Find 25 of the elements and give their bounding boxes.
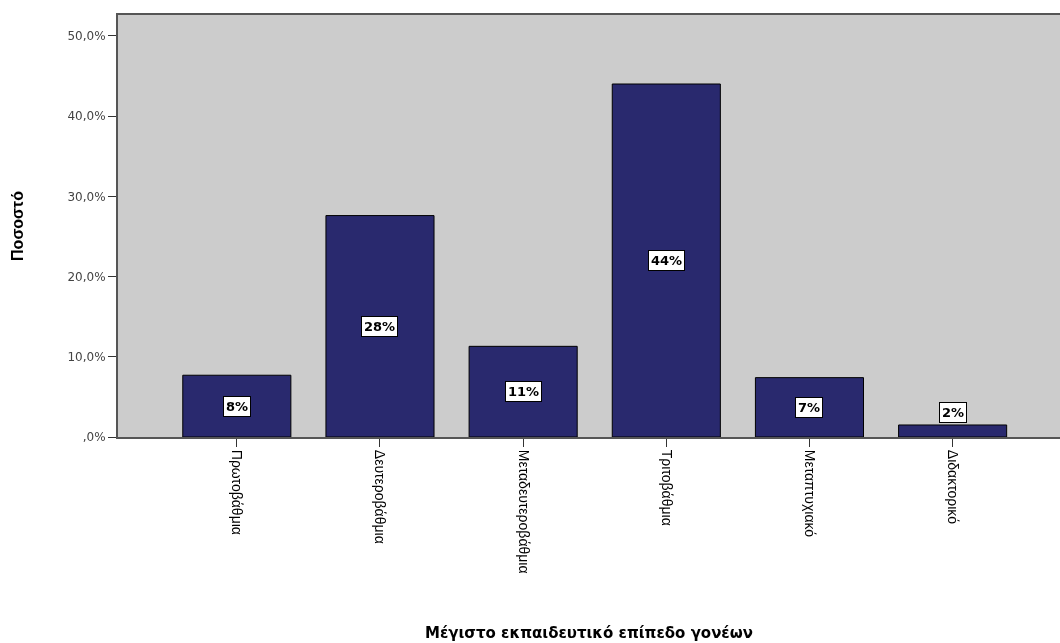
x-tick-label: Διδακτορικό (945, 449, 962, 525)
y-tick-label: 30,0% (67, 189, 106, 204)
x-tick-label: Δευτεροβάθμια (372, 449, 389, 544)
bar (182, 374, 292, 437)
data-label: 2% (942, 405, 965, 420)
y-tick-label: 20,0% (67, 269, 106, 284)
bar (611, 83, 721, 437)
y-tick-label: 40,0% (67, 109, 106, 124)
data-label: 11% (508, 384, 540, 399)
x-tick-label: Τριτοβάθμια (658, 449, 675, 526)
data-label: 28% (364, 319, 396, 334)
data-label: 44% (651, 253, 683, 268)
bar (325, 215, 435, 437)
data-label: 7% (798, 400, 821, 415)
data-label: 8% (226, 399, 249, 414)
x-axis-title: Μέγιστο εκπαιδευτικό επίπεδο γονέων (425, 624, 753, 643)
bar (468, 345, 578, 437)
y-tick-label: ,0% (82, 430, 106, 445)
x-tick-label: Μεταδευτεροβάθμια (515, 449, 532, 574)
y-axis-title: Ποσοστό (8, 190, 26, 261)
y-tick-label: 10,0% (67, 349, 106, 364)
x-tick-label: Μεταπτυχιακό (801, 449, 818, 538)
x-tick-label: Πρωτοβάθμια (229, 449, 246, 535)
bar (754, 377, 865, 437)
y-tick-label: 50,0% (67, 29, 106, 44)
